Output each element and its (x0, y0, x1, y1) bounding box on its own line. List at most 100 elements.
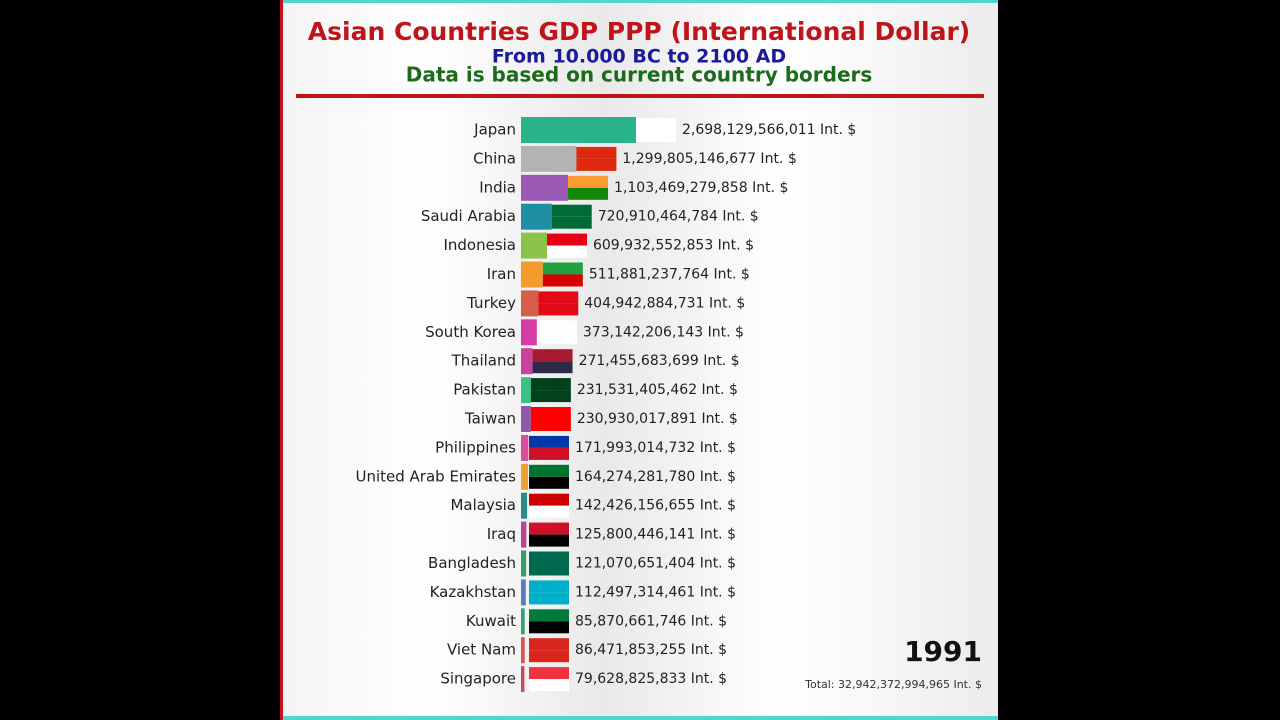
category-label: South Korea (425, 323, 516, 341)
flag (529, 621, 569, 634)
chart-note: Data is based on current country borders (406, 63, 873, 87)
flag (529, 447, 569, 460)
value-label: 171,993,014,732 Int. $ (575, 440, 736, 456)
flag (542, 274, 583, 287)
bar (521, 290, 539, 317)
category-label: China (473, 149, 516, 167)
flag (529, 650, 569, 663)
flag (529, 679, 569, 692)
chart-subtitle: From 10.000 BC to 2100 AD (492, 46, 786, 68)
flag (636, 130, 676, 142)
bar (521, 232, 547, 259)
bar (521, 145, 577, 172)
bars: Japan 2,698,129,566,011 Int. $ China 1,299,… (355, 117, 856, 693)
value-label: 373,142,206,143 Int. $ (583, 324, 744, 340)
flag (636, 118, 676, 130)
flag (568, 175, 609, 188)
bar (521, 608, 525, 635)
value-label: 2,698,129,566,011 Int. $ (682, 122, 856, 138)
bar (521, 348, 533, 375)
flag (551, 216, 592, 229)
value-label: 609,932,552,853 Int. $ (593, 238, 754, 254)
flag (576, 158, 617, 171)
bar (521, 377, 531, 404)
value-label: 85,870,661,746 Int. $ (575, 613, 727, 629)
flag (538, 303, 579, 316)
year-label: 1991 (904, 635, 982, 668)
value-label: 404,942,884,731 Int. $ (584, 295, 745, 311)
chart-title: Asian Countries GDP PPP (International D… (308, 17, 970, 46)
flag (536, 332, 577, 345)
bar (521, 666, 525, 693)
category-label: Singapore (440, 670, 516, 688)
flag (529, 435, 569, 448)
category-label: Turkey (466, 294, 516, 312)
value-label: 511,881,237,764 Int. $ (589, 267, 750, 283)
category-label: Iraq (487, 525, 516, 543)
category-label: Japan (473, 121, 516, 139)
bottom-border (282, 716, 998, 720)
category-label: Pakistan (453, 381, 516, 399)
value-label: 112,497,314,461 Int. $ (575, 584, 736, 600)
category-label: Thailand (451, 352, 516, 370)
flag (529, 580, 569, 593)
flag (529, 493, 569, 506)
category-label: Kazakhstan (430, 583, 516, 601)
bar (521, 406, 531, 432)
flag (546, 233, 587, 246)
flag (529, 563, 569, 576)
flag (529, 667, 569, 680)
flag (529, 522, 569, 535)
bar (521, 550, 527, 577)
flag (529, 592, 569, 605)
flag (542, 262, 583, 275)
value-label: 720,910,464,784 Int. $ (598, 209, 759, 225)
flag (529, 476, 569, 489)
value-label: 231,531,405,462 Int. $ (577, 382, 738, 398)
value-label: 86,471,853,255 Int. $ (575, 642, 727, 658)
flag (529, 505, 569, 518)
bar (521, 521, 527, 548)
bar (521, 261, 543, 288)
value-label: 125,800,446,141 Int. $ (575, 527, 736, 543)
category-label: Indonesia (443, 236, 516, 254)
title-rule (296, 94, 984, 98)
flag (532, 349, 573, 362)
bar (521, 579, 526, 606)
flag (529, 609, 569, 622)
flag (568, 187, 609, 200)
value-label: 1,103,469,279,858 Int. $ (614, 180, 788, 196)
value-label: 164,274,281,780 Int. $ (575, 469, 736, 485)
flag (530, 419, 571, 431)
flag (538, 291, 579, 304)
category-label: Viet Nam (447, 641, 516, 659)
total-label: Total: 32,942,372,994,965 Int. $ (804, 678, 982, 691)
value-label: 1,299,805,146,677 Int. $ (622, 151, 796, 167)
bar (521, 117, 636, 143)
value-label: 79,628,825,833 Int. $ (575, 671, 727, 687)
bar (521, 492, 528, 519)
value-label: 271,455,683,699 Int. $ (579, 353, 740, 369)
bar (521, 203, 552, 230)
flag (529, 464, 569, 477)
bar (521, 319, 537, 346)
flag (529, 534, 569, 547)
flag (529, 638, 569, 651)
top-border (282, 0, 998, 3)
flag (532, 361, 573, 374)
bar (521, 174, 569, 201)
bar (521, 463, 529, 490)
bar (521, 637, 525, 664)
flag (551, 204, 592, 217)
flag (529, 551, 569, 564)
bar (521, 434, 529, 461)
value-label: 230,930,017,891 Int. $ (577, 411, 738, 427)
flag (576, 146, 617, 159)
flag (530, 378, 571, 391)
flag (530, 390, 571, 403)
category-label: Bangladesh (428, 554, 516, 572)
category-label: Philippines (435, 438, 516, 456)
flag (536, 320, 577, 333)
category-label: Malaysia (450, 496, 516, 514)
